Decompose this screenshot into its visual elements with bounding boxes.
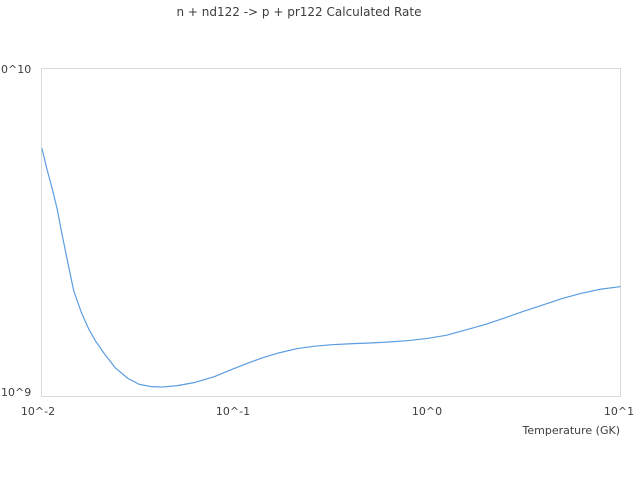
x-tick-label: 10^1 (603, 405, 635, 418)
rate-line (41, 148, 621, 388)
x-axis-title: Temperature (GK) (522, 424, 621, 437)
x-tick-label: 10^-2 (20, 405, 56, 418)
x-tick-label: 10^-1 (215, 405, 251, 418)
plot-area (41, 68, 621, 397)
y-tick-label-top: 10^10 (0, 63, 32, 76)
chart-title: n + nd122 -> p + pr122 Calculated Rate (176, 5, 422, 19)
x-tick-label: 10^0 (411, 405, 443, 418)
y-tick-label-bottom: 10^9 (1, 386, 32, 399)
rate-chart-canvas (41, 148, 621, 388)
